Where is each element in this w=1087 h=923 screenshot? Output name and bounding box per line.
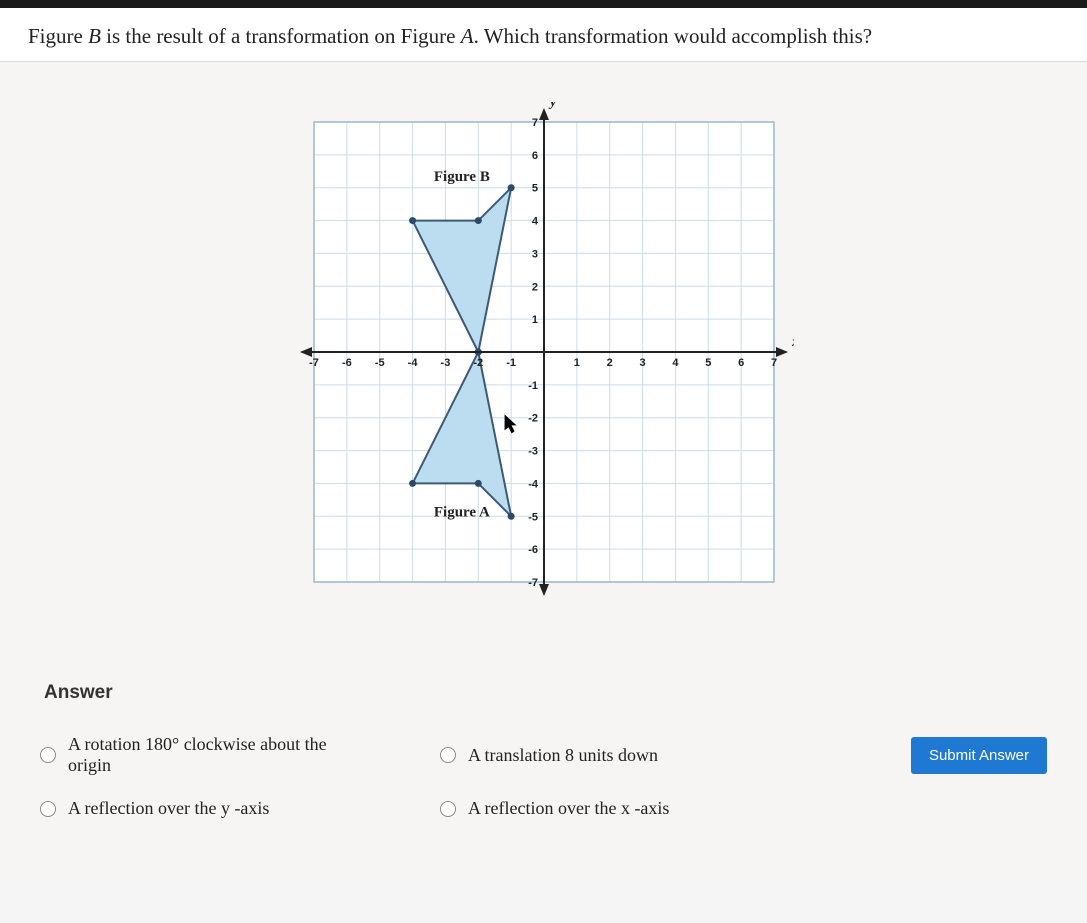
- q-figure-a: A: [461, 24, 474, 48]
- q-mid: is the result of a transformation on Fig…: [101, 24, 461, 48]
- submit-answer-button[interactable]: Submit Answer: [911, 737, 1047, 774]
- svg-text:6: 6: [738, 357, 744, 369]
- svg-text:-4: -4: [528, 479, 539, 491]
- svg-text:7: 7: [531, 117, 537, 129]
- svg-text:-2: -2: [473, 357, 483, 369]
- svg-text:1: 1: [573, 357, 579, 369]
- svg-text:2: 2: [606, 357, 612, 369]
- option-label: A translation 8 units down: [468, 745, 658, 766]
- svg-text:-4: -4: [407, 357, 418, 369]
- option-label: A reflection over the x -axis: [468, 798, 669, 819]
- radio-icon: [440, 747, 456, 763]
- svg-text:-3: -3: [440, 357, 450, 369]
- option-rotation-180[interactable]: A rotation 180° clockwise about the orig…: [40, 734, 400, 776]
- svg-text:-2: -2: [528, 413, 538, 425]
- svg-text:4: 4: [531, 216, 538, 228]
- svg-text:-3: -3: [528, 446, 538, 458]
- radio-icon: [440, 801, 456, 817]
- question-text: Figure B is the result of a transformati…: [28, 22, 1067, 51]
- svg-text:Figure A: Figure A: [433, 505, 489, 521]
- answer-heading: Answer: [40, 682, 1047, 704]
- svg-text:-7: -7: [309, 357, 319, 369]
- option-translation-8-down[interactable]: A translation 8 units down: [440, 745, 780, 766]
- option-label: A rotation 180° clockwise about the orig…: [68, 734, 327, 776]
- svg-text:2: 2: [531, 282, 537, 294]
- svg-text:5: 5: [531, 183, 537, 195]
- chart-area: Figure A Figure B -7 -6 -5 -4 -3 -2 -1 1 2 3 4 5 6 7 -7 -…: [0, 62, 1087, 662]
- svg-text:-1: -1: [506, 357, 516, 369]
- question-bar: Figure B is the result of a transformati…: [0, 8, 1087, 62]
- option-reflection-x-axis[interactable]: A reflection over the x -axis: [440, 798, 780, 819]
- svg-text:y: y: [548, 102, 557, 110]
- option-label: A reflection over the y -axis: [68, 798, 269, 819]
- coordinate-grid[interactable]: Figure A Figure B -7 -6 -5 -4 -3 -2 -1 1 2 3 4 5 6 7 -7 -…: [294, 102, 794, 602]
- svg-text:3: 3: [531, 249, 537, 261]
- q-suffix: . Which transformation would accomplish …: [474, 24, 873, 48]
- options-row-2: A reflection over the y -axis A reflecti…: [40, 798, 1047, 819]
- top-dark-bar: [0, 0, 1087, 8]
- svg-text:1: 1: [531, 315, 537, 327]
- svg-text:7: 7: [770, 357, 776, 369]
- options-row-1: A rotation 180° clockwise about the orig…: [40, 734, 1047, 776]
- radio-icon: [40, 747, 56, 763]
- svg-text:-1: -1: [528, 380, 538, 392]
- svg-text:-6: -6: [528, 545, 538, 557]
- svg-text:3: 3: [639, 357, 645, 369]
- svg-text:6: 6: [531, 150, 537, 162]
- option-reflection-y-axis[interactable]: A reflection over the y -axis: [40, 798, 400, 819]
- svg-text:-5: -5: [528, 512, 538, 524]
- svg-text:5: 5: [705, 357, 711, 369]
- q-figure-b: B: [88, 24, 101, 48]
- svg-text:Figure B: Figure B: [433, 170, 489, 186]
- radio-icon: [40, 801, 56, 817]
- svg-text:-6: -6: [341, 357, 351, 369]
- answer-section: Answer A rotation 180° clockwise about t…: [0, 662, 1087, 881]
- svg-text:-5: -5: [374, 357, 384, 369]
- svg-text:-7: -7: [528, 577, 538, 589]
- svg-text:4: 4: [672, 357, 679, 369]
- q-prefix: Figure: [28, 24, 88, 48]
- svg-text:x: x: [791, 335, 794, 350]
